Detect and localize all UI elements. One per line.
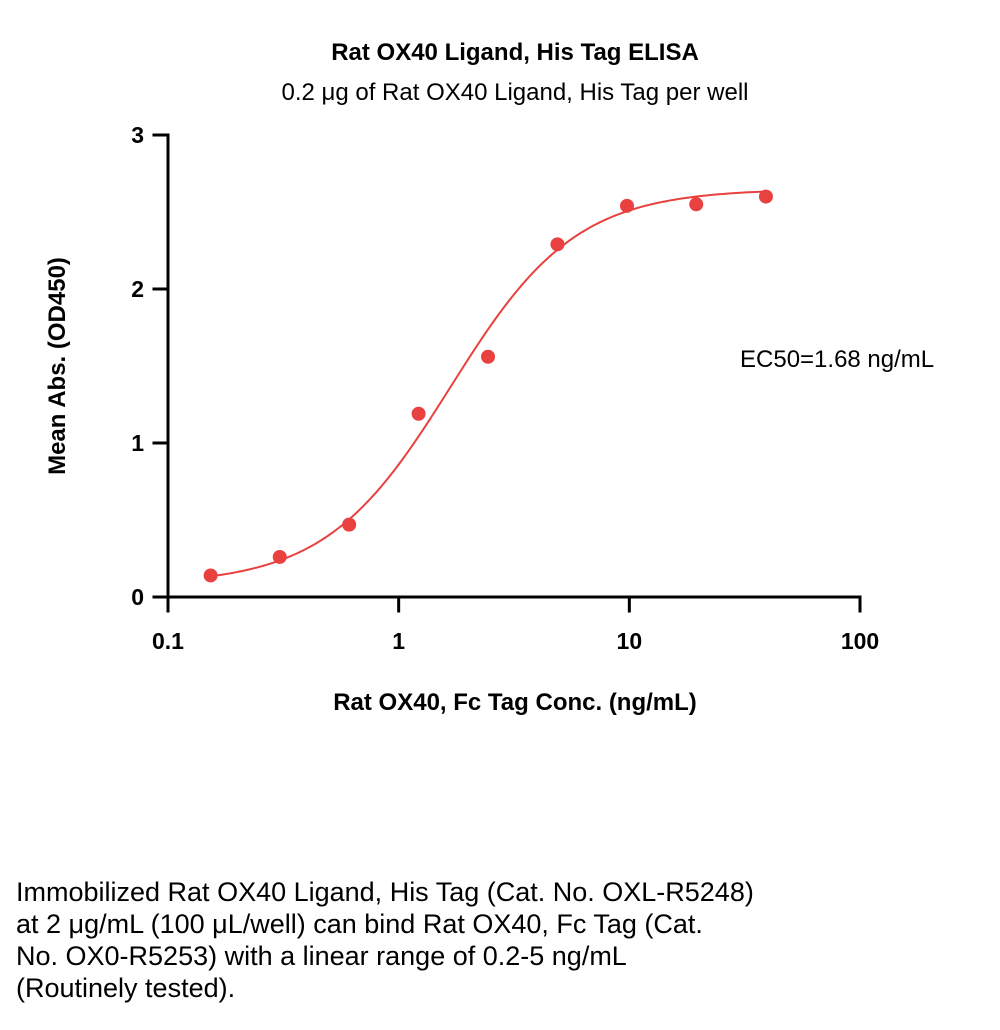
caption: Immobilized Rat OX40 Ligand, His Tag (Ca… <box>16 876 916 1004</box>
x-axis-label: Rat OX40, Fc Tag Conc. (ng/mL) <box>333 689 697 716</box>
data-point <box>550 237 565 252</box>
data-point <box>342 517 357 532</box>
data-point <box>272 549 287 564</box>
x-tick-label: 1 <box>392 628 405 654</box>
data-point <box>411 406 426 421</box>
y-axis-label: Mean Abs. (OD450) <box>44 257 71 475</box>
data-point <box>481 349 496 364</box>
y-tick-label: 3 <box>131 122 144 148</box>
data-point <box>689 197 704 212</box>
data-point <box>758 189 773 204</box>
data-points <box>203 189 773 583</box>
y-tick-label: 0 <box>131 584 144 610</box>
y-tick-label: 1 <box>131 430 144 456</box>
elisa-chart: Rat OX40 Ligand, His Tag ELISA 0.2 μg of… <box>44 39 934 716</box>
chart-subtitle: 0.2 μg of Rat OX40 Ligand, His Tag per w… <box>282 79 749 106</box>
caption-line-1: Immobilized Rat OX40 Ligand, His Tag (Ca… <box>16 877 754 907</box>
x-tick-label: 100 <box>841 628 879 654</box>
x-tick-label: 0.1 <box>152 628 184 654</box>
fit-curve-layer <box>210 190 766 578</box>
caption-line-3: No. OX0-R5253) with a linear range of 0.… <box>16 941 627 971</box>
data-point <box>620 198 635 213</box>
chart-title: Rat OX40 Ligand, His Tag ELISA <box>331 39 699 66</box>
caption-line-2: at 2 μg/mL (100 μL/well) can bind Rat OX… <box>16 909 703 939</box>
caption-line-4: (Routinely tested). <box>16 973 236 1003</box>
ec50-annotation: EC50=1.68 ng/mL <box>740 346 934 373</box>
x-tick-label: 10 <box>617 628 643 654</box>
fit-curve <box>210 190 766 578</box>
y-tick-label: 2 <box>131 276 144 302</box>
data-point <box>203 568 218 583</box>
axes: 0 1 2 3 0.1 1 10 100 <box>131 122 879 654</box>
